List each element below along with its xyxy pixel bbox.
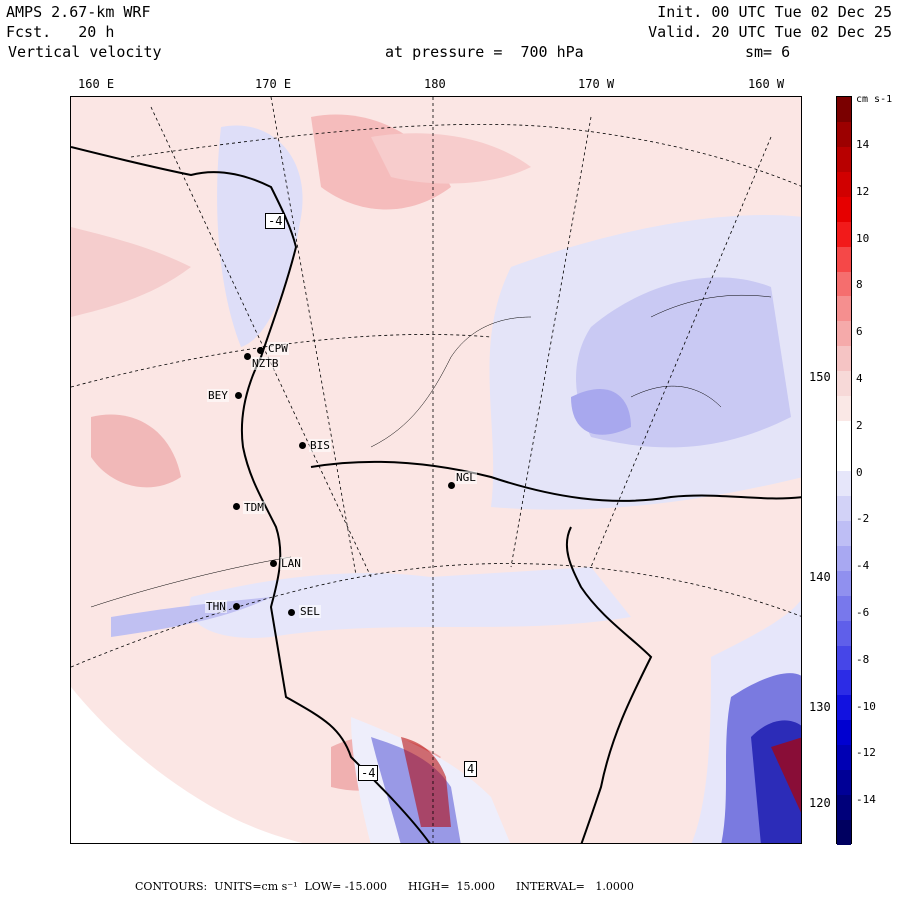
colorbar-segment xyxy=(837,645,851,671)
colorbar-units: cm s-1 xyxy=(856,94,893,105)
station-dot-ngl xyxy=(448,482,455,489)
colorbar-segment xyxy=(837,146,851,173)
station-dot-tdm xyxy=(233,503,240,510)
station-label-bis: BIS xyxy=(309,439,331,452)
colorbar-tick-label: -14 xyxy=(856,793,876,807)
lon-label-170e: 170 E xyxy=(255,77,292,91)
colorbar-segment xyxy=(837,221,851,248)
map-canvas xyxy=(71,97,801,843)
colorbar-tick-label: 6 xyxy=(856,325,863,339)
colorbar-segment xyxy=(837,471,851,497)
lon-label-180: 180 xyxy=(424,77,446,91)
colorbar-segment xyxy=(837,720,851,746)
colorbar-segment xyxy=(837,271,851,297)
colorbar-segment xyxy=(837,396,851,422)
colorbar-tick-label: -2 xyxy=(856,512,870,526)
colorbar-segment xyxy=(837,246,851,273)
station-label-nztb: NZTB xyxy=(251,357,280,370)
colorbar-segment xyxy=(837,97,851,123)
colorbar-segment xyxy=(837,820,851,846)
contour-label-box: -4 xyxy=(358,765,379,781)
colorbar-segment xyxy=(837,371,851,397)
field-name: Vertical velocity xyxy=(8,43,162,61)
colorbar-tick-label: 0 xyxy=(856,465,863,479)
station-dot-cpw xyxy=(257,347,264,354)
station-dot-nztb xyxy=(244,353,251,360)
lon-label-160w: 160 W xyxy=(748,77,785,91)
smoothing: sm= 6 xyxy=(745,43,791,61)
colorbar-tick-label: 10 xyxy=(856,231,870,245)
colorbar-tick-label: -6 xyxy=(856,606,870,619)
station-label-lan: LAN xyxy=(280,557,302,570)
forecast-hour: Fcst. 20 h xyxy=(6,23,115,41)
velocity-field xyxy=(71,114,801,843)
colorbar-segment xyxy=(837,595,851,622)
colorbar-segment xyxy=(837,545,851,572)
colorbar-segment xyxy=(837,171,851,198)
lon-label-170w: 170 W xyxy=(578,77,615,91)
colorbar-segment xyxy=(837,446,851,472)
colorbar-tick-label: 8 xyxy=(856,278,863,292)
init-time: Init. 00 UTC Tue 02 Dec 25 xyxy=(657,3,892,21)
colorbar-segment xyxy=(837,745,851,771)
colorbar-tick-label: 2 xyxy=(856,418,863,432)
station-dot-thn xyxy=(233,603,240,610)
colorbar-tick-label: 12 xyxy=(856,184,870,198)
map-panel: CPW NZTB BEY BIS NGL TDM LAN THN SEL -4 … xyxy=(70,96,802,844)
colorbar-segment xyxy=(837,520,851,547)
colorbar-tick-label: 14 xyxy=(856,138,870,151)
lon-label-160e: 160 E xyxy=(78,77,115,91)
coastline xyxy=(71,146,801,843)
colorbar-tick-label: -8 xyxy=(856,652,870,666)
graticule xyxy=(71,97,801,843)
colorbar-tick-label: 4 xyxy=(856,372,863,385)
colorbar-tick-label: -10 xyxy=(856,699,876,713)
station-label-sel: SEL xyxy=(299,605,321,618)
contour-label-box: 4 xyxy=(464,761,478,777)
colorbar-tick-label: -12 xyxy=(856,746,876,760)
colorbar-segment xyxy=(837,121,851,148)
colorbar-segment xyxy=(837,795,851,821)
station-label-thn: THN xyxy=(205,600,227,613)
station-dot-sel xyxy=(288,609,295,616)
colorbar-segment xyxy=(837,570,851,597)
station-label-tdm: TDM xyxy=(243,501,265,514)
colorbar-segment xyxy=(837,495,851,522)
plot-blank-region xyxy=(71,687,303,843)
colorbar-segment xyxy=(837,421,851,447)
contour-label-box: -4 xyxy=(265,213,286,229)
colorbar xyxy=(836,96,852,846)
contour-lines xyxy=(90,294,772,608)
pressure-level: at pressure = 700 hPa xyxy=(385,43,584,61)
colorbar-segment xyxy=(837,346,851,372)
model-title: AMPS 2.67-km WRF xyxy=(6,3,151,21)
station-label-bey: BEY xyxy=(207,389,229,402)
station-label-cpw: CPW xyxy=(267,342,289,355)
colorbar-segment xyxy=(837,695,851,721)
station-dot-bis xyxy=(299,442,306,449)
station-dot-bey xyxy=(235,392,242,399)
colorbar-tick-label: -4 xyxy=(856,559,870,573)
station-dot-lan xyxy=(270,560,277,567)
colorbar-segment xyxy=(837,321,851,347)
contour-info: CONTOURS: UNITS=cm s⁻¹ LOW= -15.000 HIGH… xyxy=(135,880,634,893)
colorbar-segment xyxy=(837,620,851,647)
colorbar-segment xyxy=(837,296,851,322)
valid-time: Valid. 20 UTC Tue 02 Dec 25 xyxy=(648,23,892,41)
station-label-ngl: NGL xyxy=(455,471,477,484)
colorbar-segment xyxy=(837,196,851,223)
colorbar-segment xyxy=(837,770,851,796)
colorbar-segment xyxy=(837,670,851,696)
